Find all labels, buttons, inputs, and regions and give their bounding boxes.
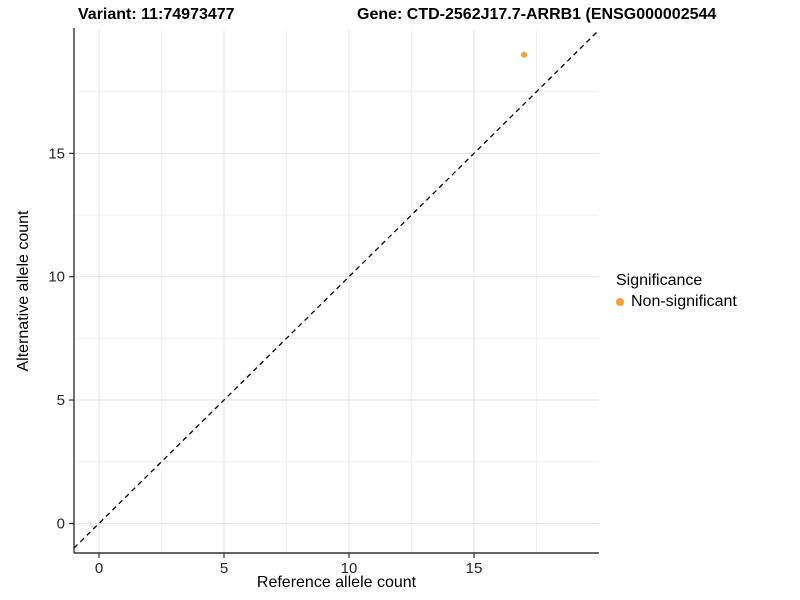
- legend-point-icon: [616, 298, 624, 306]
- plot-title-variant: Variant: 11:74973477: [78, 6, 235, 23]
- x-tick-label: 5: [220, 560, 228, 577]
- legend-title: Significance: [616, 272, 703, 289]
- y-tick-label: 0: [57, 515, 65, 532]
- legend: Significance Non-significant: [616, 272, 737, 311]
- x-axis-label: Reference allele count: [256, 574, 417, 591]
- x-tick-label: 15: [466, 560, 483, 577]
- data-point: [521, 51, 527, 58]
- x-tick-label: 10: [341, 560, 358, 577]
- y-axis-label: Alternative allele count: [15, 210, 32, 372]
- x-tick-label: 0: [95, 560, 103, 577]
- identity-line: [73, 29, 600, 549]
- legend-item-label: Non-significant: [631, 293, 737, 310]
- y-tick-label: 5: [57, 392, 65, 409]
- plot-title-gene: Gene: CTD-2562J17.7-ARRB1 (ENSG000002544: [357, 6, 717, 23]
- legend-item: Non-significant: [616, 293, 737, 311]
- y-tick-label: 10: [48, 269, 65, 286]
- y-tick-label: 15: [48, 145, 65, 162]
